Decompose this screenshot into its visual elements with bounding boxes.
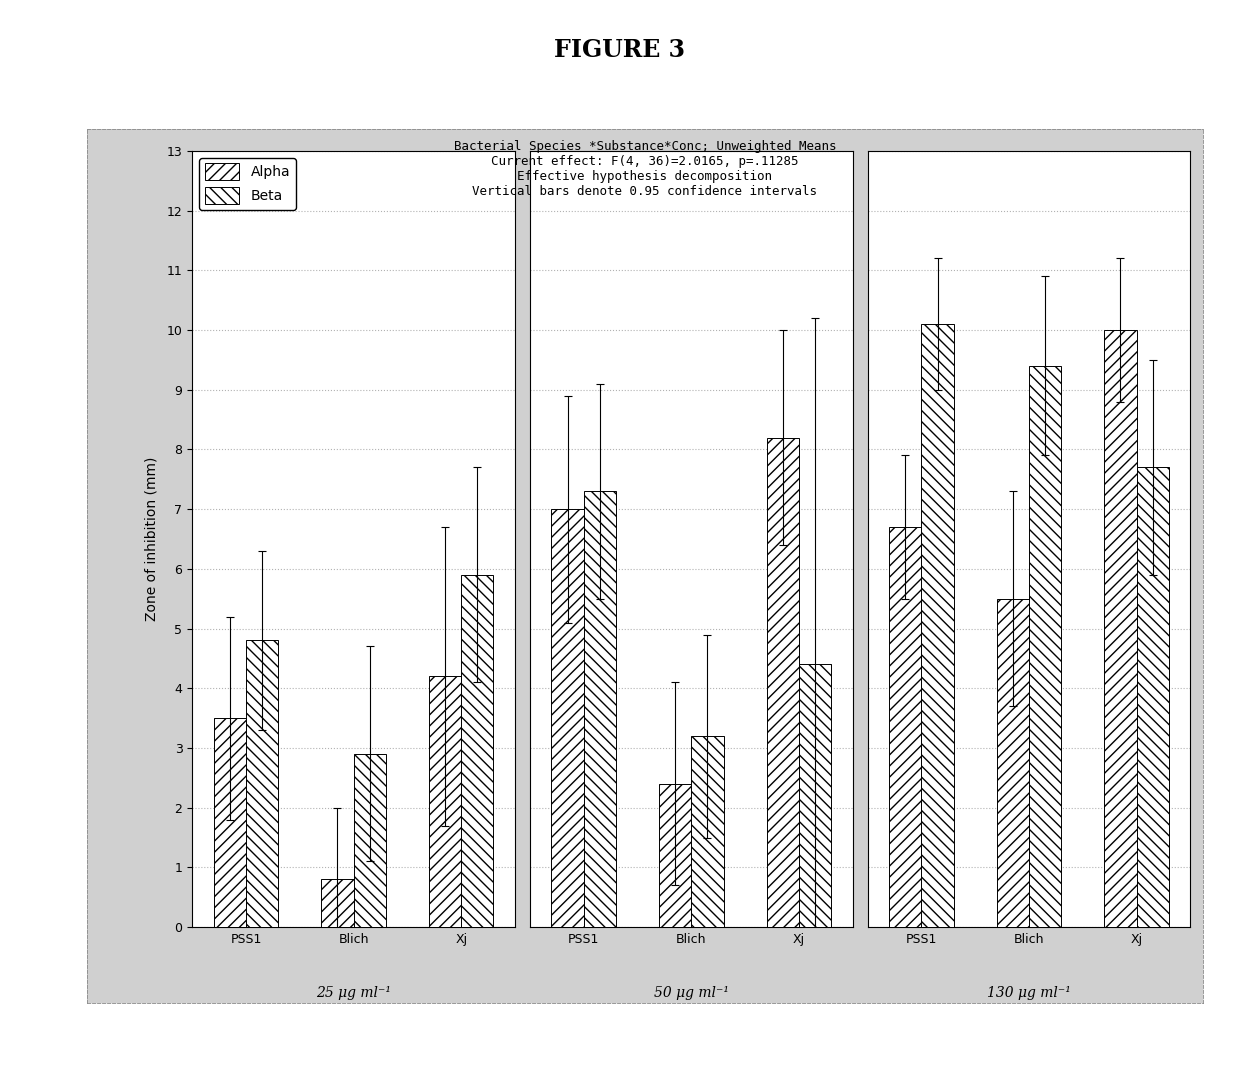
Bar: [921, 324, 954, 927]
Bar: [658, 784, 692, 927]
Bar: [1029, 365, 1061, 927]
Text: 50 μg ml⁻¹: 50 μg ml⁻¹: [653, 986, 729, 1000]
Bar: [552, 509, 584, 927]
Bar: [1137, 468, 1169, 927]
Bar: [321, 880, 353, 927]
Bar: [584, 492, 616, 927]
Bar: [429, 676, 461, 927]
Bar: [246, 640, 278, 927]
Legend: Alpha, Beta: Alpha, Beta: [200, 157, 295, 210]
Text: Bacterial Species *Substance*Conc; Unweighted Means
Current effect: F(4, 36)=2.0: Bacterial Species *Substance*Conc; Unwei…: [454, 140, 836, 198]
Bar: [213, 718, 246, 927]
Bar: [799, 664, 831, 927]
Text: 25 μg ml⁻¹: 25 μg ml⁻¹: [316, 986, 391, 1000]
Y-axis label: Zone of inhibition (mm): Zone of inhibition (mm): [144, 457, 159, 621]
Bar: [461, 575, 494, 927]
Bar: [766, 438, 799, 927]
Bar: [1105, 330, 1137, 927]
Text: FIGURE 3: FIGURE 3: [554, 38, 686, 61]
Text: 130 μg ml⁻¹: 130 μg ml⁻¹: [987, 986, 1071, 1000]
Bar: [997, 598, 1029, 927]
Bar: [353, 754, 386, 927]
Bar: [889, 527, 921, 927]
Bar: [692, 736, 724, 927]
